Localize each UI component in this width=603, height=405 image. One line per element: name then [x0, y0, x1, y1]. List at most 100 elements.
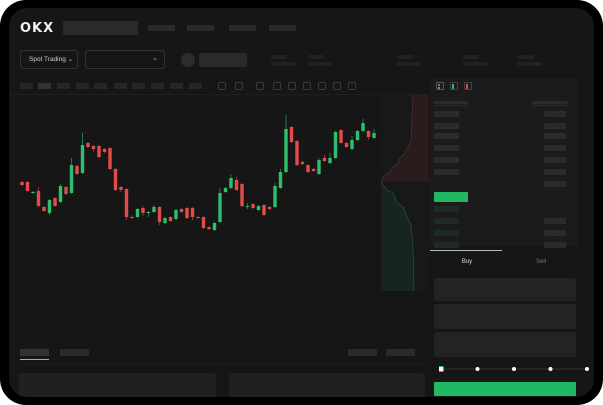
candle-body: [229, 178, 233, 188]
candle: [174, 209, 178, 220]
fullscreen-icon[interactable]: [348, 82, 356, 90]
ask-price: [434, 169, 459, 175]
candle: [278, 169, 283, 189]
candle-body: [234, 180, 239, 190]
candle-body: [25, 182, 30, 191]
trading-screen: OKX Spot Trading ⌄ ⌄ Buy Sell: [9, 8, 594, 397]
candle-body: [328, 158, 332, 163]
interval-button[interactable]: [57, 83, 70, 89]
candle-body: [185, 208, 189, 218]
candle-body: [141, 208, 145, 213]
candle: [317, 158, 321, 175]
settings-icon[interactable]: [333, 82, 341, 90]
search-bar[interactable]: [63, 21, 138, 35]
stat-value: [397, 62, 421, 66]
active-tab-indicator: [430, 250, 502, 251]
nav-item[interactable]: [229, 25, 256, 31]
candle: [157, 206, 162, 225]
candle: [36, 187, 41, 207]
depth-bids-area: [381, 182, 414, 291]
candle-body: [361, 123, 365, 131]
interval-button[interactable]: [189, 83, 202, 89]
slider-stop: [512, 367, 516, 371]
filter-button[interactable]: [348, 349, 377, 356]
chart-type-icon[interactable]: [256, 82, 264, 90]
candle-body: [80, 145, 85, 173]
candle-body: [47, 200, 52, 213]
candlestick-chart[interactable]: [9, 95, 381, 301]
depth-chart: [381, 95, 429, 291]
chevron-down-icon[interactable]: [273, 82, 281, 90]
candle-body: [218, 193, 222, 222]
candle: [108, 147, 112, 170]
candle: [86, 142, 90, 148]
candle-body: [333, 132, 338, 158]
candle: [91, 145, 96, 152]
amount-slider[interactable]: [439, 365, 589, 373]
interval-button[interactable]: [94, 83, 107, 89]
interval-button[interactable]: [38, 83, 51, 89]
indicator-icon[interactable]: [218, 82, 226, 90]
divider: [9, 94, 429, 95]
total-input[interactable]: [434, 332, 576, 357]
candle: [179, 208, 184, 213]
depth-asks-area: [381, 95, 429, 182]
candle-body: [267, 207, 272, 209]
candle-body: [124, 189, 129, 217]
book-header: [434, 101, 468, 106]
nav-item[interactable]: [269, 25, 296, 31]
tab-buy[interactable]: Buy: [461, 259, 473, 265]
nav-item[interactable]: [148, 25, 175, 31]
nav-item[interactable]: [187, 25, 214, 31]
candle: [234, 177, 239, 191]
interval-button[interactable]: [151, 83, 164, 89]
candle-body: [212, 223, 217, 230]
ask-price: [434, 123, 459, 129]
draw-tool-icon[interactable]: [303, 82, 311, 90]
candle: [328, 153, 332, 164]
candle: [80, 133, 85, 174]
candle-body: [42, 207, 46, 211]
interval-button[interactable]: [114, 83, 127, 89]
filter-button[interactable]: [386, 349, 415, 356]
pair-dropdown[interactable]: ⌄: [85, 50, 165, 69]
buy-button[interactable]: [434, 382, 576, 396]
candle: [322, 155, 327, 162]
spot-trading-dropdown[interactable]: Spot Trading ⌄: [20, 50, 78, 69]
chevron-down-icon[interactable]: [235, 82, 243, 90]
slider-stop: [548, 367, 553, 371]
candle-body: [135, 209, 140, 217]
tab-sell[interactable]: Sell: [535, 259, 546, 265]
candle: [372, 129, 376, 139]
book-header: [532, 101, 568, 106]
depth-bids-line: [381, 181, 415, 291]
book-both-icon[interactable]: [436, 82, 444, 90]
candle: [212, 222, 217, 231]
camera-icon[interactable]: [318, 82, 326, 90]
candle: [196, 216, 200, 219]
interval-button[interactable]: [170, 83, 183, 89]
price-input[interactable]: [434, 278, 576, 301]
interval-button[interactable]: [76, 83, 89, 89]
ask-size: [544, 145, 566, 151]
interval-button[interactable]: [132, 83, 145, 89]
candle: [135, 208, 140, 218]
slider-stop: [475, 367, 480, 371]
line-tool-icon[interactable]: [288, 82, 296, 90]
spot-trading-label: Spot Trading: [29, 56, 66, 63]
candle: [267, 206, 272, 210]
book-asks-icon[interactable]: [464, 82, 472, 90]
tab-order-history[interactable]: [60, 349, 89, 356]
interval-button[interactable]: [20, 83, 33, 89]
ask-size: [544, 169, 566, 175]
candle: [31, 191, 35, 194]
candle: [361, 119, 365, 132]
tab-open-orders[interactable]: [20, 349, 49, 356]
candle-body: [146, 212, 151, 213]
okx-logo[interactable]: OKX: [20, 21, 55, 36]
chevron-down-icon: ⌄: [152, 55, 158, 62]
candle: [163, 217, 167, 224]
amount-input[interactable]: [434, 304, 576, 329]
book-bids-icon[interactable]: [450, 82, 458, 90]
candle-body: [168, 217, 173, 221]
